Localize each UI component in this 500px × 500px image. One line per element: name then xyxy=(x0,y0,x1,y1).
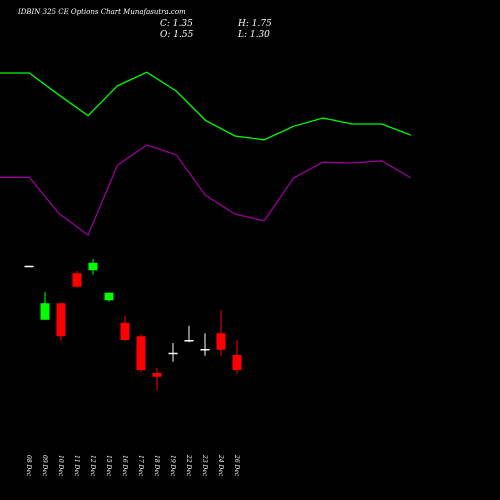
x-tick-label: 16 Dec xyxy=(121,455,128,477)
x-tick-label: 26 Dec xyxy=(233,454,240,477)
candle-body xyxy=(168,352,178,355)
candle-body xyxy=(120,322,130,340)
candle-body xyxy=(104,292,114,301)
chart-title: IDBIN 325 CE Options Chart Munafasutra.c… xyxy=(17,8,186,16)
candle-body xyxy=(72,273,82,287)
ohlc-open: O: 1.55 xyxy=(160,30,194,40)
x-tick-label: 10 Dec xyxy=(57,455,64,477)
candle-body xyxy=(56,303,66,337)
x-tick-label: 17 Dec xyxy=(137,455,144,477)
x-tick-label: 23 Dec xyxy=(201,454,208,477)
candle-body xyxy=(152,373,162,377)
ohlc-close: C: 1.35 xyxy=(160,19,193,29)
candle-body xyxy=(184,340,194,342)
candle-body xyxy=(88,262,98,271)
x-tick-label: 22 Dec xyxy=(185,454,192,477)
x-tick-label: 09 Dec xyxy=(41,455,48,477)
indicator-line xyxy=(0,144,412,237)
x-tick-label: 12 Dec xyxy=(89,455,96,477)
x-tick-label: 15 Dec xyxy=(105,455,112,477)
x-tick-label: 08 Dec xyxy=(25,455,32,477)
ohlc-high: H: 1.75 xyxy=(237,19,272,29)
candle-body xyxy=(24,265,34,268)
x-tick-label: 24 Dec xyxy=(217,454,224,477)
candle-body xyxy=(216,333,226,350)
ohlc-low: L: 1.30 xyxy=(237,30,270,40)
x-tick-label: 11 Dec xyxy=(73,455,80,477)
x-tick-label: 18 Dec xyxy=(153,455,160,477)
candle-body xyxy=(200,349,210,351)
indicator-line xyxy=(0,71,412,141)
x-tick-label: 19 Dec xyxy=(169,455,176,477)
candle-body xyxy=(136,336,146,370)
candle-body xyxy=(40,303,50,320)
candle-body xyxy=(232,355,242,370)
